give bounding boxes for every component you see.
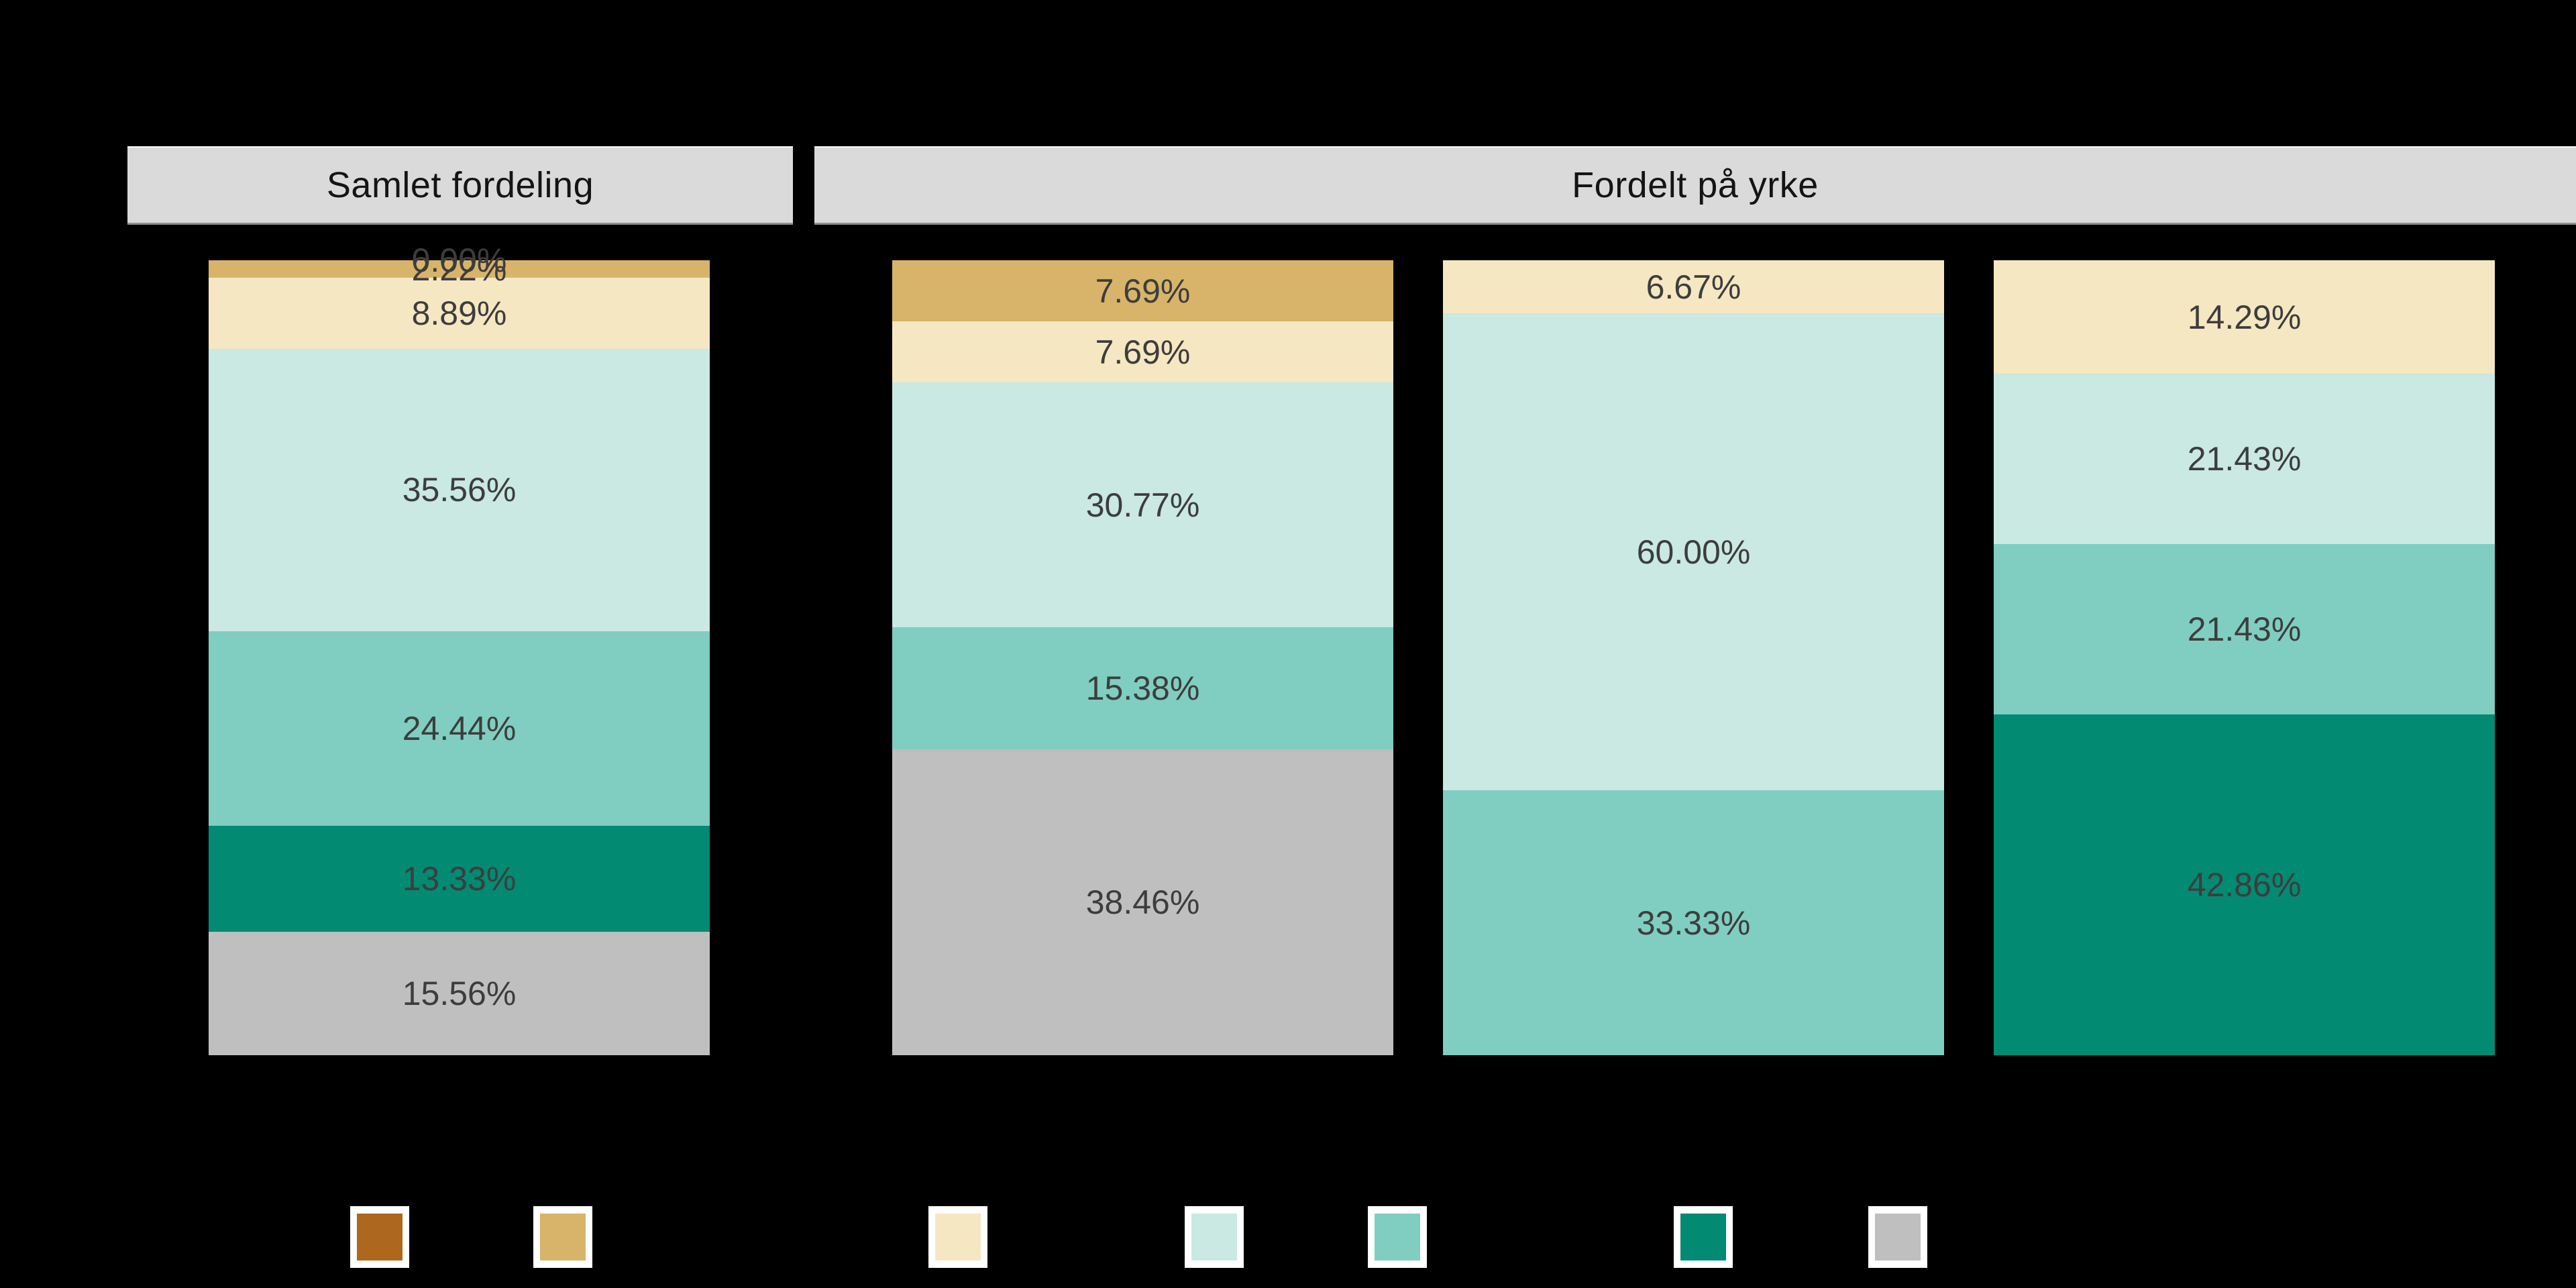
bar-segment-dark_teal [1994,714,2495,1056]
bar-segment-pale_teal [1994,374,2495,545]
segment-label: 21.43% [2187,610,2302,649]
segment-label: 6.67% [1646,268,1741,306]
segment-label: 8.89% [411,294,507,332]
segment-label: 21.43% [2187,440,2302,478]
segment-label: 7.69% [1095,333,1191,371]
bar-segment-gold [892,260,1393,322]
legend-key [1674,1206,1733,1268]
stacked-bar: 14.29% 21.43% 21.43% 42.86% [1994,260,2495,1056]
bar-segment-cream [209,278,710,349]
legend-key [928,1206,987,1268]
bar-segment-pale_teal [1443,313,1944,791]
legend-key [1868,1206,1927,1268]
segment-label: 15.38% [1085,669,1200,707]
segment-label: 38.46% [1085,883,1200,921]
bar-segment-medium_teal [1443,790,1944,1055]
bar-segment-cream [1443,260,1944,314]
segment-label: 0.00% [411,241,507,279]
segment-label: 30.77% [1085,486,1200,524]
segment-label: 24.44% [402,709,517,747]
stacked-bar: 0.00% 2.22% 8.89% 35.56% 24.44% 13.33% 15.56% [209,244,710,1055]
legend-key [1368,1206,1427,1268]
bar-segment-medium_teal [892,627,1393,750]
bar-segment-cream [892,321,1393,383]
facet-strip-samlet-fordeling: Samlet fordeling [127,146,793,225]
segment-label: 35.56% [402,471,517,509]
stacked-bar: 6.67% 60.00% 33.33% [1443,260,1944,1055]
stacked-bar: 7.69% 7.69% 30.77% 15.38% 38.46% [892,260,1393,1055]
segment-label: 42.86% [2187,866,2302,904]
bar-segment-grey [209,931,710,1055]
segment-label: 60.00% [1636,533,1751,571]
legend-key [350,1206,409,1268]
bar-segment-dark_teal [209,825,710,932]
segment-label: 2.22% [411,250,507,288]
legend-swatch-medium_teal [1375,1214,1420,1260]
bar-segment-pale_teal [209,348,710,632]
legend-swatch-dark_teal [1680,1214,1726,1260]
segment-label: 7.69% [1095,272,1191,310]
bar-segment-pale_teal [892,382,1393,627]
legend-swatch-grey [1875,1214,1921,1260]
legend-key [533,1206,592,1268]
bar-segment-cream [1994,260,2495,374]
bar-segment-grey [892,749,1393,1055]
segment-label: 14.29% [2187,298,2302,336]
legend-swatch-cream [935,1214,981,1260]
bar-segment-medium_teal [1994,544,2495,715]
segment-label: 33.33% [1636,904,1751,942]
segment-label: 15.56% [402,974,517,1012]
legend-swatch-pale_teal [1191,1214,1237,1260]
bar-segment-medium_teal [209,631,710,826]
facet-strip-fordelt-paa-yrke: Fordelt på yrke [814,146,2576,225]
legend-swatch-gold [540,1214,586,1260]
segment-label: 13.33% [402,859,517,898]
legend-swatch-brown [357,1214,402,1260]
legend-key [1185,1206,1244,1268]
bar-segment-gold [209,260,710,278]
